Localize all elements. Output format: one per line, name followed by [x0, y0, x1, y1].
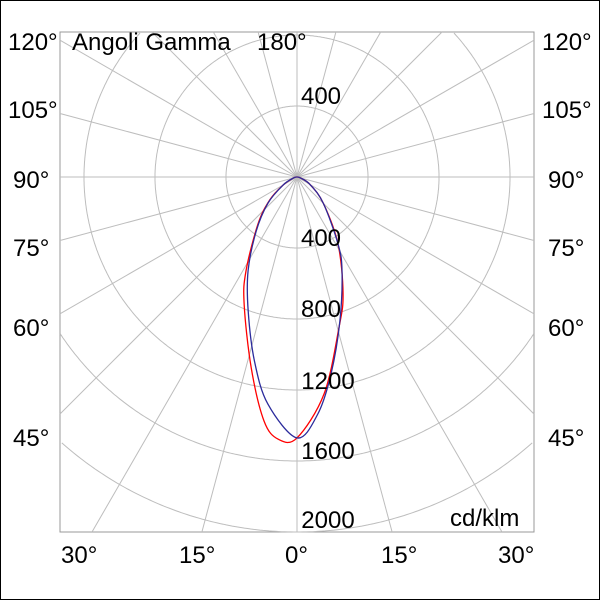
angle-label-left: 75°: [13, 235, 50, 262]
radial-tick-label: 1200: [301, 368, 355, 395]
grid-circle: [83, 32, 511, 391]
angle-label-bottom: 15°: [381, 542, 418, 569]
grid-radial-line: [296, 31, 382, 178]
chart-title: Angoli Gamma: [72, 29, 231, 56]
angle-label-bottom: 15°: [179, 542, 216, 569]
angle-label-top-left: 120°: [8, 29, 58, 56]
radial-tick-label: 400: [300, 83, 342, 110]
angle-label-right: 60°: [548, 315, 585, 342]
radial-tick-label: 1600: [301, 438, 355, 465]
grid-radial-line: [151, 31, 298, 178]
grid-radial-line: [59, 113, 298, 178]
angle-label-left: 45°: [13, 425, 50, 452]
angle-label-left: 90°: [13, 167, 50, 194]
intensity-curve-2: [246, 176, 343, 439]
angle-label-bottom: 0°: [285, 542, 308, 569]
grid-radial-line: [59, 39, 298, 178]
grid-radial-line: [59, 176, 298, 315]
grid-radial-line: [59, 176, 298, 415]
grid-radial-line: [296, 113, 535, 178]
angle-label-bottom: 30°: [498, 542, 535, 569]
grid-radial-line: [296, 176, 535, 315]
grid-radial-line: [296, 39, 535, 178]
grid-radial-line: [296, 176, 535, 241]
grid-radial-line: [296, 31, 337, 178]
radial-tick-label: 2000: [301, 507, 355, 534]
angle-label-right: 75°: [548, 235, 585, 262]
angle-label-left: 105°: [8, 97, 58, 124]
radial-tick-label: 800: [300, 296, 342, 323]
angle-label-right: 45°: [548, 425, 585, 452]
grid-radial-line: [257, 31, 298, 178]
grid-radial-line: [296, 176, 393, 533]
grid-radial-line: [91, 176, 298, 533]
angle-label-right: 105°: [542, 97, 592, 124]
angle-label-right: 90°: [548, 167, 585, 194]
grid-radial-line: [296, 31, 443, 178]
angle-label-top-right: 120°: [542, 29, 592, 56]
angle-label-top-center: 180°: [257, 29, 307, 56]
grid-radial-line: [212, 31, 298, 178]
grid-radial-line: [59, 176, 298, 241]
radial-tick-label: 400: [300, 225, 342, 252]
grid-radial-line: [296, 176, 503, 533]
angle-label-bottom: 30°: [61, 542, 98, 569]
unit-label: cd/klm: [450, 505, 520, 532]
angle-label-left: 60°: [13, 315, 50, 342]
grid-radial-line: [296, 176, 535, 415]
